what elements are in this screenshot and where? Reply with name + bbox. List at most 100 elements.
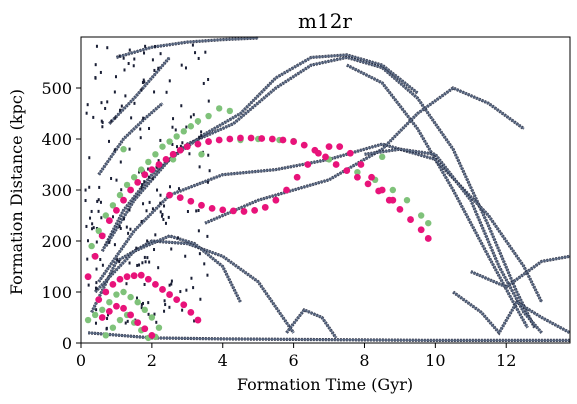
density-speck <box>118 225 121 229</box>
green-point <box>88 242 95 250</box>
density-speck <box>200 134 203 138</box>
density-speck <box>86 239 89 243</box>
pink-point <box>109 280 117 288</box>
density-speck <box>191 43 194 47</box>
pink-point <box>173 296 181 304</box>
density-speck <box>151 207 154 211</box>
density-speck <box>136 296 139 300</box>
pink-point <box>127 186 135 194</box>
density-tracks <box>84 36 571 342</box>
density-speck <box>120 104 123 108</box>
pink-point <box>251 207 259 214</box>
pink-point <box>304 161 312 168</box>
density-speck <box>84 199 87 203</box>
density-speck <box>164 221 167 225</box>
density-track-core <box>94 235 242 303</box>
green-point <box>417 212 425 219</box>
density-speck <box>94 321 97 325</box>
green-point <box>166 138 173 145</box>
density-speck <box>107 313 110 317</box>
density-speck <box>168 305 171 309</box>
pink-point <box>315 149 322 157</box>
density-speck <box>141 80 144 84</box>
pink-point <box>322 153 329 161</box>
density-speck <box>153 312 156 316</box>
density-speck <box>184 66 187 70</box>
pink-point <box>98 232 106 240</box>
pink-point <box>346 149 354 157</box>
density-speck <box>180 63 183 67</box>
density-track-core <box>285 308 337 339</box>
density-speck <box>123 217 126 221</box>
density-speck <box>90 209 93 213</box>
density-speck <box>108 139 111 143</box>
density-speck <box>174 128 177 132</box>
density-speck <box>145 209 148 213</box>
pink-point <box>120 196 127 204</box>
density-speck <box>204 50 207 54</box>
density-speck <box>88 156 91 160</box>
y-tick-label: 100 <box>41 283 72 302</box>
density-track-core <box>98 102 164 176</box>
density-speck <box>193 319 196 323</box>
density-speck <box>140 186 143 190</box>
green-point <box>354 168 361 176</box>
green-point <box>194 117 202 125</box>
density-speck <box>179 144 182 148</box>
density-speck <box>168 79 171 83</box>
pink-point <box>240 208 248 215</box>
density-speck <box>159 52 162 56</box>
density-speck <box>133 101 136 105</box>
pink-point <box>180 301 188 309</box>
density-speck <box>106 46 109 50</box>
x-tick-label: 12 <box>496 351 516 370</box>
pink-point <box>141 325 149 333</box>
density-speck <box>177 236 180 240</box>
pink-point <box>417 226 425 234</box>
density-speck <box>153 90 156 94</box>
density-speck <box>146 256 149 260</box>
density-speck <box>189 115 192 119</box>
density-speck <box>125 225 128 229</box>
density-speck <box>106 317 109 321</box>
green-point <box>102 212 110 219</box>
green-point <box>425 219 432 227</box>
density-speck <box>154 233 157 237</box>
density-speck <box>108 240 111 244</box>
green-point <box>127 293 134 301</box>
green-point <box>130 174 138 181</box>
green-point <box>403 197 411 204</box>
green-point <box>169 156 177 163</box>
density-speck <box>95 308 98 312</box>
density-speck <box>185 288 188 292</box>
pink-point <box>332 161 340 168</box>
density-speck <box>142 202 145 206</box>
density-speck <box>148 200 151 204</box>
density-speck <box>144 44 147 48</box>
density-speck <box>161 212 164 216</box>
plot-background <box>81 37 570 343</box>
density-speck <box>181 308 184 312</box>
density-speck <box>206 180 209 184</box>
density-speck <box>153 248 156 252</box>
density-speck <box>203 262 206 266</box>
pink-point <box>95 296 103 304</box>
green-point <box>91 311 99 319</box>
density-speck <box>84 188 87 192</box>
density-speck <box>86 257 89 261</box>
density-speck <box>95 240 98 244</box>
pink-point <box>152 280 159 288</box>
green-point <box>134 299 141 306</box>
pink-point <box>120 304 127 312</box>
pink-point <box>258 135 266 142</box>
density-speck <box>114 116 117 120</box>
pink-point <box>226 135 234 143</box>
density-speck <box>170 279 173 283</box>
pink-point <box>166 191 173 199</box>
pink-point <box>293 173 301 181</box>
density-speck <box>119 108 122 112</box>
pink-point <box>176 194 184 202</box>
density-speck <box>110 176 113 180</box>
x-axis-label: Formation Time (Gyr) <box>237 375 413 394</box>
pink-point <box>134 319 142 326</box>
